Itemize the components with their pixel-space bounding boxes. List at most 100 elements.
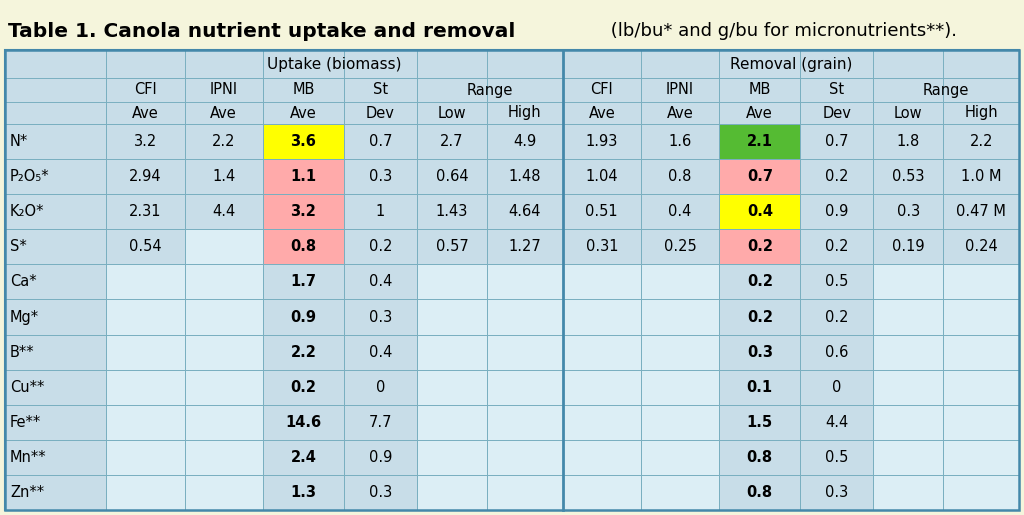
Bar (344, 78, 417, 124)
Bar (417, 102, 487, 124)
Bar (417, 475, 487, 510)
Text: 0.9: 0.9 (291, 310, 316, 324)
Bar (106, 229, 184, 264)
Bar (801, 229, 873, 264)
Text: 0.9: 0.9 (825, 204, 849, 219)
Bar (344, 264, 417, 299)
Bar (719, 440, 801, 475)
Bar (263, 335, 344, 370)
Bar (641, 475, 719, 510)
Bar (344, 405, 417, 440)
Bar (184, 78, 263, 124)
Bar (873, 194, 943, 229)
Text: P₂O₅*: P₂O₅* (10, 169, 49, 184)
Bar (184, 264, 263, 299)
Text: 2.2: 2.2 (212, 134, 236, 149)
Text: 0.53: 0.53 (892, 169, 925, 184)
Text: 0.7: 0.7 (746, 169, 773, 184)
Text: 0.3: 0.3 (369, 169, 392, 184)
Text: 2.2: 2.2 (970, 134, 993, 149)
Text: 1.43: 1.43 (436, 204, 468, 219)
Text: 1.1: 1.1 (291, 169, 316, 184)
Bar (5, 299, 106, 335)
Bar (487, 102, 562, 124)
Bar (106, 299, 184, 335)
Text: 0.3: 0.3 (897, 204, 920, 219)
Text: Dev: Dev (822, 106, 851, 121)
Bar (487, 159, 562, 194)
Text: 7.7: 7.7 (369, 415, 392, 430)
Bar (719, 159, 801, 194)
Text: 2.4: 2.4 (291, 450, 316, 465)
Text: 1.3: 1.3 (291, 485, 316, 500)
Bar (641, 440, 719, 475)
Bar (562, 50, 1019, 78)
Text: 1.0 M: 1.0 M (961, 169, 1001, 184)
Text: 0.4: 0.4 (369, 274, 392, 289)
Bar (5, 50, 1019, 510)
Bar (106, 335, 184, 370)
Bar (184, 370, 263, 405)
Bar (943, 194, 1019, 229)
Bar (562, 78, 641, 124)
Bar (873, 102, 943, 124)
Bar (263, 370, 344, 405)
Bar (184, 229, 263, 264)
Text: 0.3: 0.3 (369, 485, 392, 500)
Bar (184, 159, 263, 194)
Text: 0.19: 0.19 (892, 239, 925, 254)
Bar (344, 194, 417, 229)
Bar (873, 370, 943, 405)
Text: 1.04: 1.04 (586, 169, 618, 184)
Text: 0.47 M: 0.47 M (956, 204, 1007, 219)
Bar (943, 124, 1019, 159)
Text: 0.25: 0.25 (664, 239, 696, 254)
Bar (487, 194, 562, 229)
Bar (562, 194, 641, 229)
Bar (417, 264, 487, 299)
Bar (641, 159, 719, 194)
Text: High: High (965, 106, 998, 121)
Bar (487, 335, 562, 370)
Bar (873, 440, 943, 475)
Bar (562, 370, 641, 405)
Text: St: St (373, 82, 388, 97)
Text: 3.6: 3.6 (291, 134, 316, 149)
Text: MB: MB (749, 82, 771, 97)
Text: 0.54: 0.54 (129, 239, 162, 254)
Bar (562, 159, 641, 194)
Bar (106, 159, 184, 194)
Text: Table 1. Canola nutrient uptake and removal: Table 1. Canola nutrient uptake and remo… (8, 22, 515, 41)
Bar (263, 124, 344, 159)
Text: 0.2: 0.2 (746, 310, 773, 324)
Text: 0.4: 0.4 (369, 345, 392, 359)
Bar (943, 102, 1019, 124)
Bar (5, 440, 106, 475)
Bar (417, 440, 487, 475)
Bar (417, 159, 487, 194)
Text: Ave: Ave (132, 106, 159, 121)
Text: 1.93: 1.93 (586, 134, 617, 149)
Bar (873, 405, 943, 440)
Bar (562, 475, 641, 510)
Bar (184, 475, 263, 510)
Bar (344, 124, 417, 159)
Bar (801, 78, 873, 124)
Bar (719, 299, 801, 335)
Bar (719, 335, 801, 370)
Bar (417, 229, 487, 264)
Text: IPNI: IPNI (666, 82, 694, 97)
Bar (106, 405, 184, 440)
Text: 0.2: 0.2 (369, 239, 392, 254)
Bar (943, 370, 1019, 405)
Bar (943, 405, 1019, 440)
Text: 1.5: 1.5 (746, 415, 773, 430)
Bar (873, 335, 943, 370)
Bar (417, 370, 487, 405)
Text: N*: N* (10, 134, 29, 149)
Bar (417, 78, 562, 102)
Bar (562, 124, 641, 159)
Bar (719, 370, 801, 405)
Bar (873, 299, 943, 335)
Text: 1.48: 1.48 (509, 169, 541, 184)
